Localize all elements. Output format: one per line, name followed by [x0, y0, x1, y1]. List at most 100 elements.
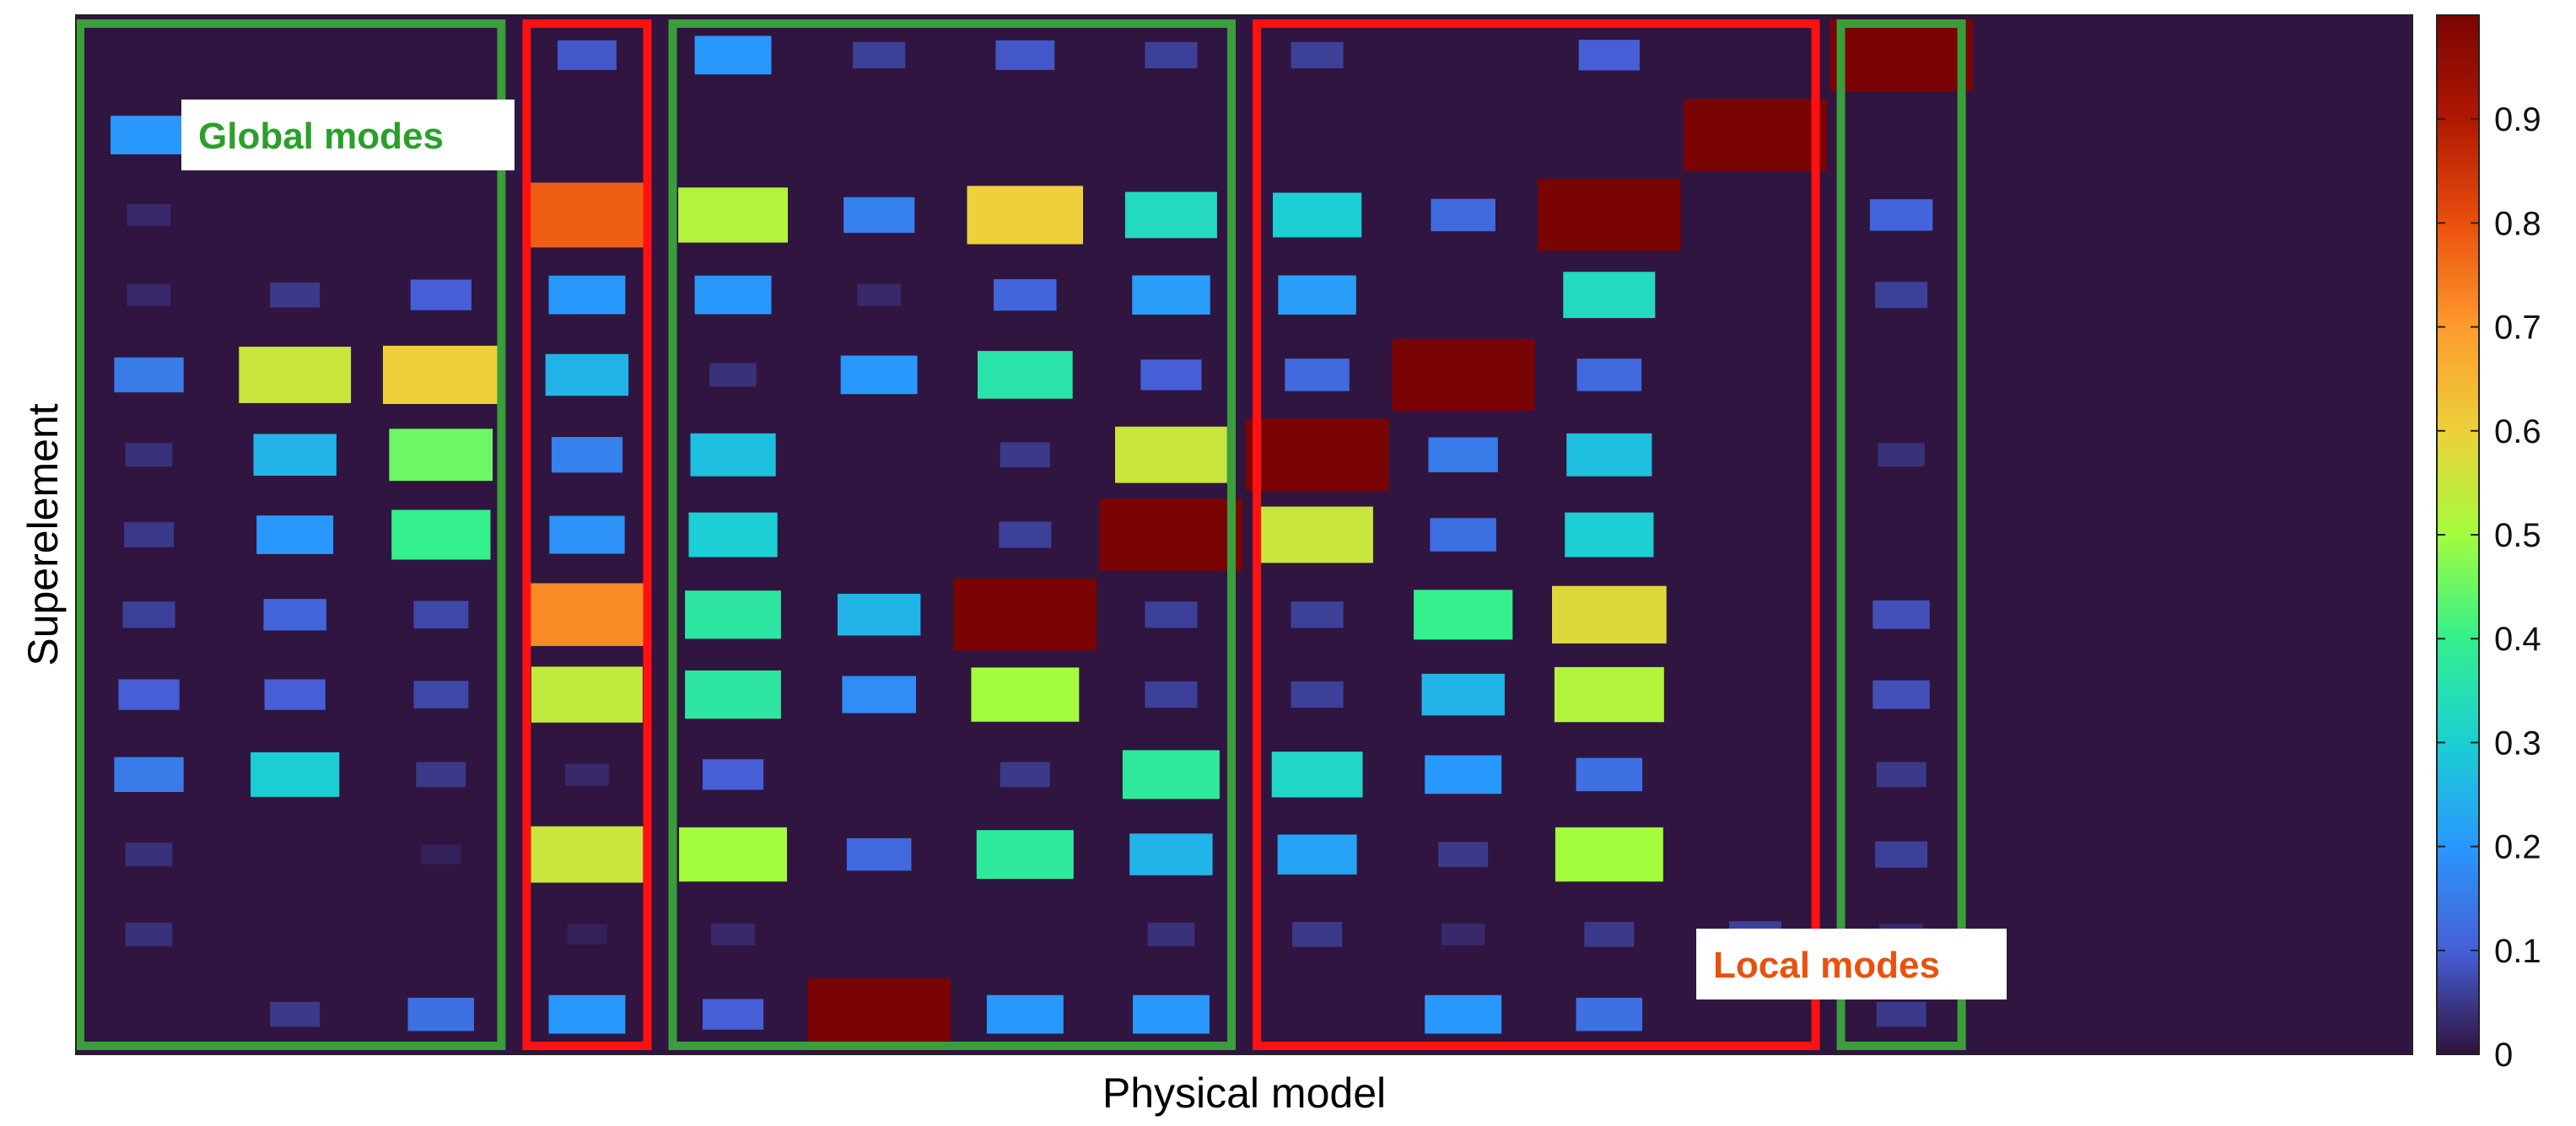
heatmap-cell: [1425, 755, 1502, 795]
heatmap-cell: [264, 679, 326, 710]
heatmap-cell: [1875, 282, 1928, 309]
heatmap-cell: [1425, 994, 1502, 1034]
heatmap-cell: [1576, 358, 1642, 391]
heatmap-cell: [389, 428, 493, 482]
heatmap-cell: [690, 433, 776, 477]
heatmap-cell: [1554, 666, 1664, 723]
heatmap-cell: [1421, 673, 1505, 716]
heatmap-cell: [558, 40, 617, 70]
heatmap-cell: [551, 437, 623, 473]
heatmap-cell: [1555, 827, 1663, 882]
heatmap-cell: [127, 283, 171, 306]
heatmap-cell: [1869, 199, 1933, 231]
heatmap-cell: [1291, 41, 1344, 68]
heatmap-cell: [1414, 590, 1513, 640]
heatmap-cell: [995, 40, 1055, 70]
heatmap-cells: [110, 19, 1973, 1051]
heatmap-cell: [1122, 750, 1220, 800]
heatmap-cell: [838, 594, 921, 636]
heatmap-cell: [1291, 681, 1344, 708]
global-mode-group-box: [1836, 19, 1966, 1050]
heatmap-cell: [251, 752, 340, 797]
heatmap-cell: [270, 282, 321, 308]
heatmap-cell: [253, 434, 337, 476]
heatmap-cell: [1000, 442, 1050, 468]
heatmap-cell: [1430, 518, 1496, 552]
annotation-box: [1696, 929, 2007, 999]
heatmap-cell: [1145, 681, 1198, 708]
colorbar-tick-label: 0.1: [2494, 933, 2541, 970]
heatmap-cell: [703, 759, 764, 790]
heatmap-cell: [391, 509, 491, 560]
heatmap-cell: [1292, 922, 1343, 947]
heatmap-cell: [679, 827, 787, 882]
heatmap-cell: [703, 999, 764, 1030]
heatmap-cell: [124, 522, 175, 547]
heatmap-cell: [953, 579, 1097, 651]
heatmap-cell: [840, 355, 918, 395]
heatmap-cell: [1563, 272, 1656, 319]
heatmap-cell: [1875, 841, 1928, 868]
local-mode-group-box: [522, 19, 652, 1050]
colorbar-tick-label: 0.6: [2494, 413, 2541, 450]
heatmap-cell: [978, 351, 1073, 399]
heatmap-cell: [125, 922, 173, 946]
heatmap-cell: [1876, 762, 1927, 788]
heatmap-cell: [846, 838, 912, 871]
x-axis-title: Physical model: [1102, 1069, 1386, 1117]
heatmap-cell: [383, 345, 499, 404]
heatmap-cell: [688, 512, 778, 558]
heatmap-cell: [1129, 833, 1213, 875]
heatmap-cell: [1873, 600, 1930, 629]
heatmap-cell: [1133, 994, 1210, 1034]
heatmap-cell: [114, 757, 184, 792]
heatmap-cell: [694, 35, 772, 75]
heatmap-cell: [567, 924, 607, 945]
heatmap-cell: [853, 41, 906, 68]
heatmap-cell: [1145, 41, 1198, 68]
heatmap-cell: [971, 667, 1080, 722]
heatmap-cell: [1391, 338, 1535, 412]
colorbar-tick-label: 0: [2494, 1037, 2513, 1074]
heatmap-cell: [1438, 842, 1489, 867]
y-axis-title: Superelement: [19, 403, 67, 665]
global-mode-group-box: [668, 19, 1236, 1050]
heatmap-cell: [125, 443, 173, 467]
heatmap-cell: [1878, 443, 1925, 467]
heatmap-cell: [1552, 585, 1667, 644]
heatmap-cell: [711, 923, 755, 946]
heatmap-cell: [565, 763, 609, 786]
colorbar-tick-label: 0.9: [2494, 101, 2541, 138]
heatmap-cell: [545, 353, 629, 396]
annotations: Global modes Local modes: [181, 100, 2007, 999]
colorbar-tick-label: 0.5: [2494, 517, 2541, 554]
heatmap-cell: [1538, 179, 1681, 251]
heatmap-cell: [548, 994, 626, 1034]
heatmap-cell: [531, 826, 644, 883]
heatmap-cell: [1278, 275, 1356, 315]
heatmap-cell: [842, 676, 916, 714]
heatmap-cell: [1285, 358, 1350, 391]
colorbar-ticks: 0 0.1 0.2 0.3 0.4 0.5 0.6 0.7 0.8 0.9: [2437, 101, 2541, 1074]
heatmap-cell: [1291, 601, 1344, 628]
heatmap-cell: [1132, 275, 1210, 315]
heatmap-cell: [118, 679, 180, 710]
colorbar-tick-label: 0.7: [2494, 310, 2541, 347]
local-modes-label: Local modes: [1713, 945, 1940, 986]
heatmap-cell: [967, 186, 1083, 245]
heatmap-cell: [999, 521, 1052, 548]
heatmap-cell: [843, 197, 915, 234]
heatmap-cell: [524, 583, 649, 646]
heatmap-cell: [421, 844, 461, 865]
heatmap-cell: [1271, 752, 1363, 798]
heatmap-cell: [1684, 99, 1827, 171]
heatmap-cell: [986, 994, 1064, 1034]
heatmap-cell: [270, 1001, 321, 1027]
heatmap-cell: [1115, 426, 1227, 483]
heatmap-cell: [694, 275, 772, 315]
colorbar-tick-label: 0.8: [2494, 205, 2541, 242]
plot-border: [75, 14, 2413, 1055]
heatmap-cell: [1830, 19, 1973, 92]
heatmap-cell: [549, 515, 625, 554]
heatmap-cell: [256, 515, 334, 554]
